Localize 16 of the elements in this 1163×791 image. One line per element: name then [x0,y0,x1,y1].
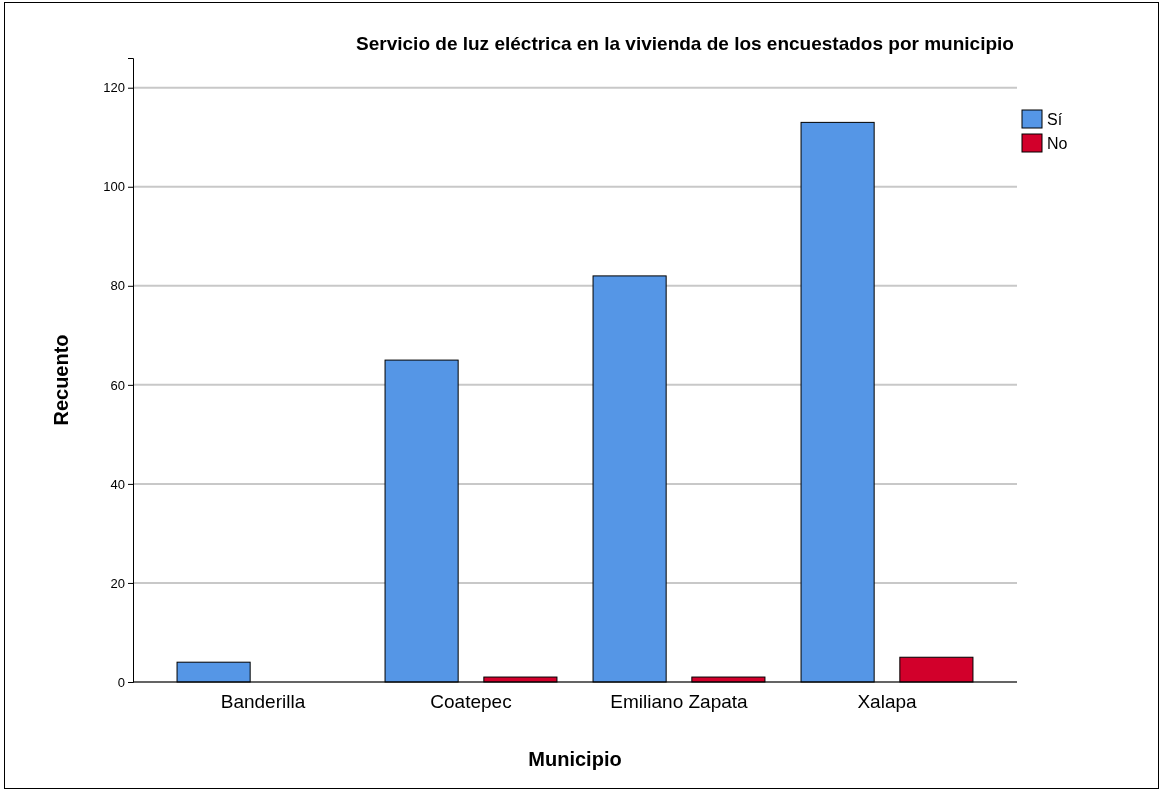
legend-label: No [1047,135,1068,152]
y-tick-label: 80 [110,278,125,294]
chart-title: Servicio de luz eléctrica en la vivienda de los encuestados por municipio [356,33,1014,54]
x-tick-label: Coatepec [430,690,512,712]
x-axis-title: Municipio [528,748,622,770]
x-tick-label: Emiliano Zapata [610,690,749,712]
y-tick-label: 100 [103,179,125,195]
y-tick-label: 0 [117,674,125,690]
y-axis-title: Recuento [50,334,72,426]
x-tick-label: Xalapa [857,690,918,712]
y-tick-label: 40 [110,476,125,492]
y-tick-label: 20 [110,575,125,591]
x-tick-label: Banderilla [220,690,306,712]
y-tick-label: 60 [110,377,125,393]
legend-label: Sí [1047,111,1063,128]
y-tick-label: 120 [103,80,125,96]
